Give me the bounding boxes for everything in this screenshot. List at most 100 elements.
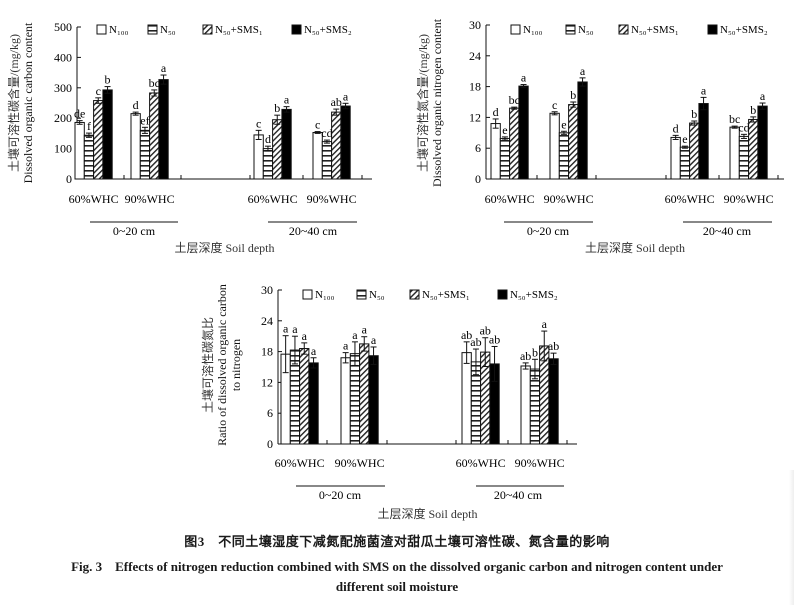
bar xyxy=(340,357,351,445)
significance-letter: ef xyxy=(140,113,149,127)
legend-swatch xyxy=(707,24,718,35)
legend-swatch xyxy=(147,24,158,35)
legend-swatch xyxy=(618,24,629,35)
significance-letter: a xyxy=(371,333,377,347)
y-tick-label: 24 xyxy=(469,49,481,63)
significance-letter: f xyxy=(87,119,91,133)
bar xyxy=(548,358,559,445)
legend-swatch xyxy=(302,289,313,300)
significance-letter: c xyxy=(96,84,101,98)
bar xyxy=(299,348,310,445)
significance-letter: c xyxy=(256,116,261,130)
category-label: 90%WHC xyxy=(335,456,385,470)
bar xyxy=(340,105,351,180)
category-label: 90%WHC xyxy=(544,192,594,206)
bar xyxy=(520,365,531,445)
category-label: 60%WHC xyxy=(485,192,535,206)
significance-letter: d xyxy=(133,98,139,112)
depth-label: 0~20 cm xyxy=(527,224,570,238)
significance-letter: b xyxy=(750,103,756,117)
significance-letter: b xyxy=(691,107,697,121)
legend-swatch xyxy=(96,24,107,35)
bar xyxy=(74,121,85,180)
legend-label: N₁₀₀ xyxy=(109,24,129,36)
bar xyxy=(558,132,570,180)
bar xyxy=(130,113,141,180)
bar xyxy=(568,104,579,180)
legend-label: N₅₀+SMS₁ xyxy=(631,24,679,36)
significance-letter: d xyxy=(265,132,271,146)
significance-letter: ab xyxy=(480,324,491,338)
significance-letter: e xyxy=(502,123,507,137)
y-tick-label: 0 xyxy=(475,172,481,186)
y-tick-label: 0 xyxy=(267,437,273,451)
category-label: 60%WHC xyxy=(275,456,325,470)
y-tick-label: 18 xyxy=(261,345,273,359)
bar xyxy=(149,92,160,180)
bar xyxy=(518,85,529,180)
bar xyxy=(349,353,361,445)
y-axis-label: 土壤可溶性碳含量/(mg/kg) xyxy=(6,34,21,172)
bar xyxy=(102,89,113,180)
bar xyxy=(738,135,750,180)
bar xyxy=(321,141,333,180)
legend-label: N₅₀+SMS₂ xyxy=(510,289,558,301)
significance-letter: a xyxy=(343,89,349,103)
y-tick-label: 100 xyxy=(54,142,72,156)
bar xyxy=(139,129,151,180)
significance-letter: b xyxy=(532,345,538,359)
y-tick-label: 6 xyxy=(267,406,273,420)
page-edge-shadow xyxy=(789,470,794,605)
bar xyxy=(748,118,759,180)
category-label: 90%WHC xyxy=(307,192,357,206)
y-tick-label: 6 xyxy=(475,141,481,155)
legend-swatch xyxy=(565,24,576,35)
category-label: 90%WHC xyxy=(515,456,565,470)
legend-swatch xyxy=(409,289,420,300)
bar xyxy=(272,119,283,180)
y-tick-label: 200 xyxy=(54,111,72,125)
significance-letter: a xyxy=(161,61,167,75)
y-axis-label: to nitrogen xyxy=(229,339,243,391)
significance-letter: ab xyxy=(520,349,531,363)
x-axis-label: 土层深度 Soil depth xyxy=(174,240,274,255)
significance-letter: a xyxy=(580,64,586,78)
category-label: 60%WHC xyxy=(665,192,715,206)
significance-letter: b xyxy=(274,101,280,115)
significance-letter: a xyxy=(521,71,527,85)
figure-caption-english-line1: Fig. 3 Effects of nitrogen reduction com… xyxy=(71,559,723,574)
chart-cn: 0 6 12 18 24 30 土壤可溶性碳氮比 Ratio of dissolved org… xyxy=(200,283,577,521)
bar xyxy=(670,136,681,180)
significance-letter: bc xyxy=(149,76,160,90)
legend-swatch xyxy=(510,24,521,35)
significance-letter: de xyxy=(74,107,85,121)
significance-letter: a xyxy=(352,328,358,342)
legend-swatch xyxy=(356,289,367,300)
category-label: 60%WHC xyxy=(69,192,119,206)
depth-label: 0~20 cm xyxy=(113,224,156,238)
y-tick-label: 300 xyxy=(54,81,72,95)
y-tick-label: 12 xyxy=(469,110,481,124)
legend-label: N₁₀₀ xyxy=(523,24,543,36)
significance-letter: a xyxy=(283,322,289,336)
significance-letter: ab xyxy=(331,95,342,109)
x-axis-label: 土层深度 Soil depth xyxy=(585,240,685,255)
category-label: 90%WHC xyxy=(724,192,774,206)
significance-letter: b xyxy=(570,88,576,102)
bar xyxy=(698,103,709,180)
bar xyxy=(549,112,560,180)
significance-letter: d xyxy=(673,121,679,135)
depth-label: 0~20 cm xyxy=(319,488,362,502)
significance-letter: ab xyxy=(548,339,559,353)
bar xyxy=(253,134,264,180)
bar xyxy=(368,355,379,445)
legend-label: N₅₀+SMS₂ xyxy=(304,24,352,36)
significance-letter: cd xyxy=(738,120,749,134)
significance-letter: a xyxy=(284,93,290,107)
bar xyxy=(499,137,511,180)
significance-letter: a xyxy=(311,344,317,358)
significance-letter: c xyxy=(552,98,557,112)
significance-letter: d xyxy=(493,105,499,119)
category-label: 60%WHC xyxy=(248,192,298,206)
